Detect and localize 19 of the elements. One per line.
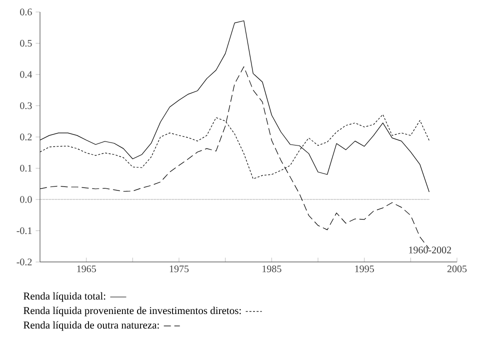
y-tick-label: 0.0 [20, 196, 32, 203]
y-tick-label: -0.1 [16, 227, 32, 234]
annotation: 1960-2002 [409, 246, 452, 254]
y-tick-label: 0.4 [20, 71, 32, 78]
x-tick-label: 2005 [447, 266, 467, 272]
y-tick-label: 0.6 [20, 8, 32, 16]
x-tick-label: 1995 [355, 266, 374, 272]
legend-label: Renda líquida de outra natureza: [24, 321, 159, 331]
y-tick-label: 0.2 [20, 134, 32, 140]
y-tick-label: 0.1 [20, 164, 32, 172]
x-tick-label: 1985 [262, 266, 282, 272]
line-series [40, 20, 430, 192]
y-tick-label: -0.2 [16, 258, 32, 266]
legend-label: Renda líquida total: [24, 292, 106, 302]
y-tick-label: 0.5 [20, 40, 32, 47]
y-tick-label: 0.3 [20, 102, 32, 110]
x-tick-label: 1965 [77, 266, 96, 272]
x-tick-label: 1975 [170, 266, 189, 272]
legend-label: Renda líquida proveniente de investimentos diretos: [24, 306, 241, 316]
